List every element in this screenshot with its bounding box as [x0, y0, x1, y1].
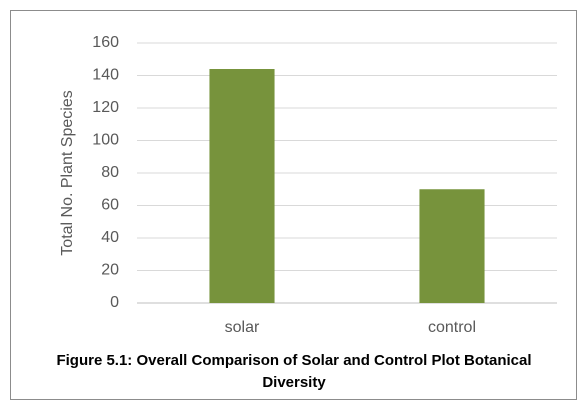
y-axis-label: Total No. Plant Species	[59, 90, 76, 255]
x-tick-label: control	[428, 319, 476, 336]
y-tick-label: 140	[92, 67, 119, 84]
caption: Figure 5.1: Overall Comparison of Solar …	[56, 352, 532, 391]
y-tick-label: 0	[110, 294, 119, 311]
y-tick-label: 100	[92, 132, 119, 149]
x-tick-label: solar	[225, 319, 260, 336]
bar	[209, 69, 275, 303]
y-tick-label: 80	[101, 164, 119, 181]
y-tick-label: 60	[101, 197, 119, 214]
y-tick-label: 120	[92, 99, 119, 116]
bar	[419, 189, 485, 303]
y-tick-label: 40	[101, 229, 119, 246]
y-tick-label: 160	[92, 34, 119, 51]
y-tick-label: 20	[101, 262, 119, 279]
